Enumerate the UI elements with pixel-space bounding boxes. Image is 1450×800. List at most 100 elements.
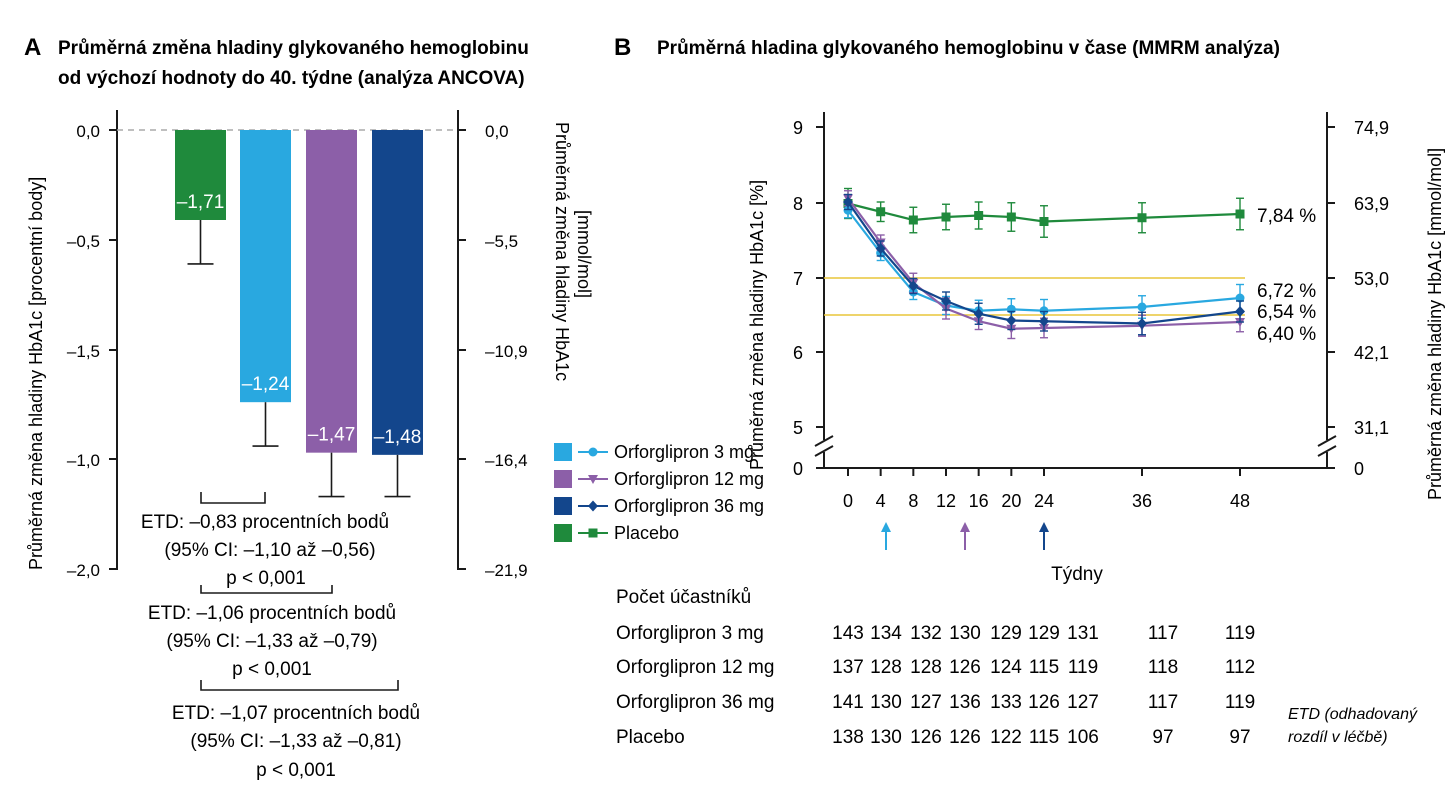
data-point	[875, 243, 886, 254]
participant-count: 119	[1225, 692, 1255, 713]
participant-count: 124	[990, 657, 1022, 678]
participant-count: 117	[1148, 692, 1178, 713]
participant-count: 128	[870, 657, 902, 678]
legend-swatch	[554, 443, 572, 461]
participant-count: 133	[990, 692, 1022, 713]
participant-count: 127	[910, 692, 942, 713]
etd-bracket-3	[200, 680, 399, 691]
b-left-tick: 6	[793, 343, 803, 363]
data-point	[1006, 212, 1016, 222]
participants-row-label: Placebo	[616, 727, 685, 748]
right-tick-label: –21,9	[485, 561, 528, 580]
participant-count: 117	[1148, 623, 1178, 644]
panel-a-title-line2: od výchozí hodnoty do 40. týdne (analýza…	[58, 68, 525, 89]
data-point	[1235, 209, 1245, 219]
right-tick-label: –16,4	[485, 451, 528, 470]
data-point	[1137, 318, 1147, 329]
data-point	[876, 207, 886, 217]
data-point	[1235, 293, 1245, 303]
etd-2-line2: (95% CI: –1,33 až –0,79)	[166, 631, 377, 652]
participant-count: 119	[1225, 623, 1255, 644]
panel-a-ylabel-right-line1: Průměrná změna hladiny HbA1c	[552, 122, 572, 381]
panel-a-letter: A	[24, 34, 41, 61]
participant-count: 137	[832, 657, 864, 678]
end-label-placebo: 7,84 %	[1257, 206, 1316, 227]
participant-count: 118	[1148, 657, 1178, 678]
x-tick-label: 20	[1001, 491, 1021, 511]
legend-label: Orforglipron 36 mg	[614, 496, 764, 516]
panel-b-xlabel: Týdny	[1051, 564, 1103, 585]
x-tick-label: 8	[908, 491, 918, 511]
legend-swatch	[554, 470, 572, 488]
participant-count: 126	[1028, 692, 1060, 713]
b-right-tick: 42,1	[1354, 343, 1389, 363]
legend-marker	[588, 528, 598, 538]
etd-3-line1: ETD: –1,07 procentních bodů	[172, 703, 420, 724]
participant-count: 138	[832, 727, 864, 748]
x-tick-label: 24	[1034, 491, 1054, 511]
x-tick-label: 12	[936, 491, 956, 511]
etd-3-line3: p < 0,001	[256, 760, 336, 781]
etd-annotations: ETD: –0,83 procentních bodů (95% CI: –1,…	[141, 512, 420, 781]
data-point	[908, 280, 919, 292]
etd-1-line3: p < 0,001	[226, 568, 306, 589]
b-right-tick: 53,0	[1354, 269, 1389, 289]
right-tick-label: 0,0	[485, 122, 509, 141]
participant-count: 115	[1029, 657, 1059, 678]
x-tick-label: 48	[1230, 491, 1250, 511]
etd-1-line2: (95% CI: –1,10 až –0,56)	[164, 540, 375, 561]
participants-title: Počet účastníků	[616, 587, 751, 608]
participant-count: 128	[910, 657, 942, 678]
participant-count: 141	[832, 692, 864, 713]
end-label-orf36: 6,54 %	[1257, 302, 1316, 323]
left-tick-label: –2,0	[67, 561, 100, 580]
data-point	[1006, 315, 1017, 326]
left-tick-label: –1,0	[67, 451, 100, 470]
participant-count: 112	[1225, 657, 1255, 678]
legend-swatch	[554, 497, 572, 515]
participant-count: 126	[949, 727, 981, 748]
right-tick-label: –5,5	[485, 232, 518, 251]
bar	[306, 130, 357, 453]
data-point	[941, 295, 951, 307]
participants-row-label: Orforglipron 12 mg	[616, 657, 774, 678]
b-left-tick: 5	[793, 418, 803, 438]
b-right-tick: 74,9	[1354, 118, 1389, 138]
etd-3-line2: (95% CI: –1,33 až –0,81)	[190, 731, 401, 752]
participant-count: 119	[1068, 657, 1098, 678]
participants-row-label: Orforglipron 3 mg	[616, 623, 764, 644]
end-label-orf3: 6,72 %	[1257, 281, 1316, 302]
legend-label: Placebo	[614, 523, 679, 543]
legend-swatch	[554, 524, 572, 542]
left-ticks: 0,0 –0,5 –1,5 –1,0 –2,0	[67, 122, 117, 580]
etd-2-line1: ETD: –1,06 procentních bodů	[148, 603, 396, 624]
participant-count: 130	[870, 692, 902, 713]
participant-count: 126	[910, 727, 942, 748]
b-right-tick: 63,9	[1354, 194, 1389, 214]
left-tick-label: 0,0	[76, 122, 100, 141]
legend-label: Orforglipron 3 mg	[614, 442, 754, 462]
participant-counts: 143 134 132 130 129 129 131 117 119 137 128 128 126 1…	[832, 623, 1255, 748]
etd-brackets	[200, 492, 399, 691]
data-point	[908, 215, 918, 225]
participants-row-label: Orforglipron 36 mg	[616, 692, 774, 713]
bar-value-label: –1,48	[374, 427, 422, 448]
axis-break-marks	[814, 435, 1337, 457]
data-point	[974, 211, 984, 220]
data-point	[1039, 217, 1049, 226]
panel-a-ylabel-right-line2: [mmol/mol]	[574, 210, 594, 298]
participant-count: 131	[1067, 623, 1099, 644]
b-left-tick: 7	[793, 269, 803, 289]
footnote-line1: ETD (odhadovaný	[1288, 706, 1418, 723]
footnote-line2: rozdíl v léčbě)	[1288, 729, 1388, 746]
panel-b-ylabel-left: Průměrná změna hladiny HbA1c [%]	[747, 180, 767, 470]
etd-2-line3: p < 0,001	[232, 659, 312, 680]
b-left-tick: 0	[793, 459, 803, 479]
b-left-tick: 8	[793, 194, 803, 214]
bar	[372, 130, 423, 455]
participants-table: Počet účastníků Orforglipron 3 mg Orforg…	[616, 587, 1255, 748]
participant-count: 136	[949, 692, 981, 713]
legend-label: Orforglipron 12 mg	[614, 469, 764, 489]
participant-count: 129	[1028, 623, 1060, 644]
